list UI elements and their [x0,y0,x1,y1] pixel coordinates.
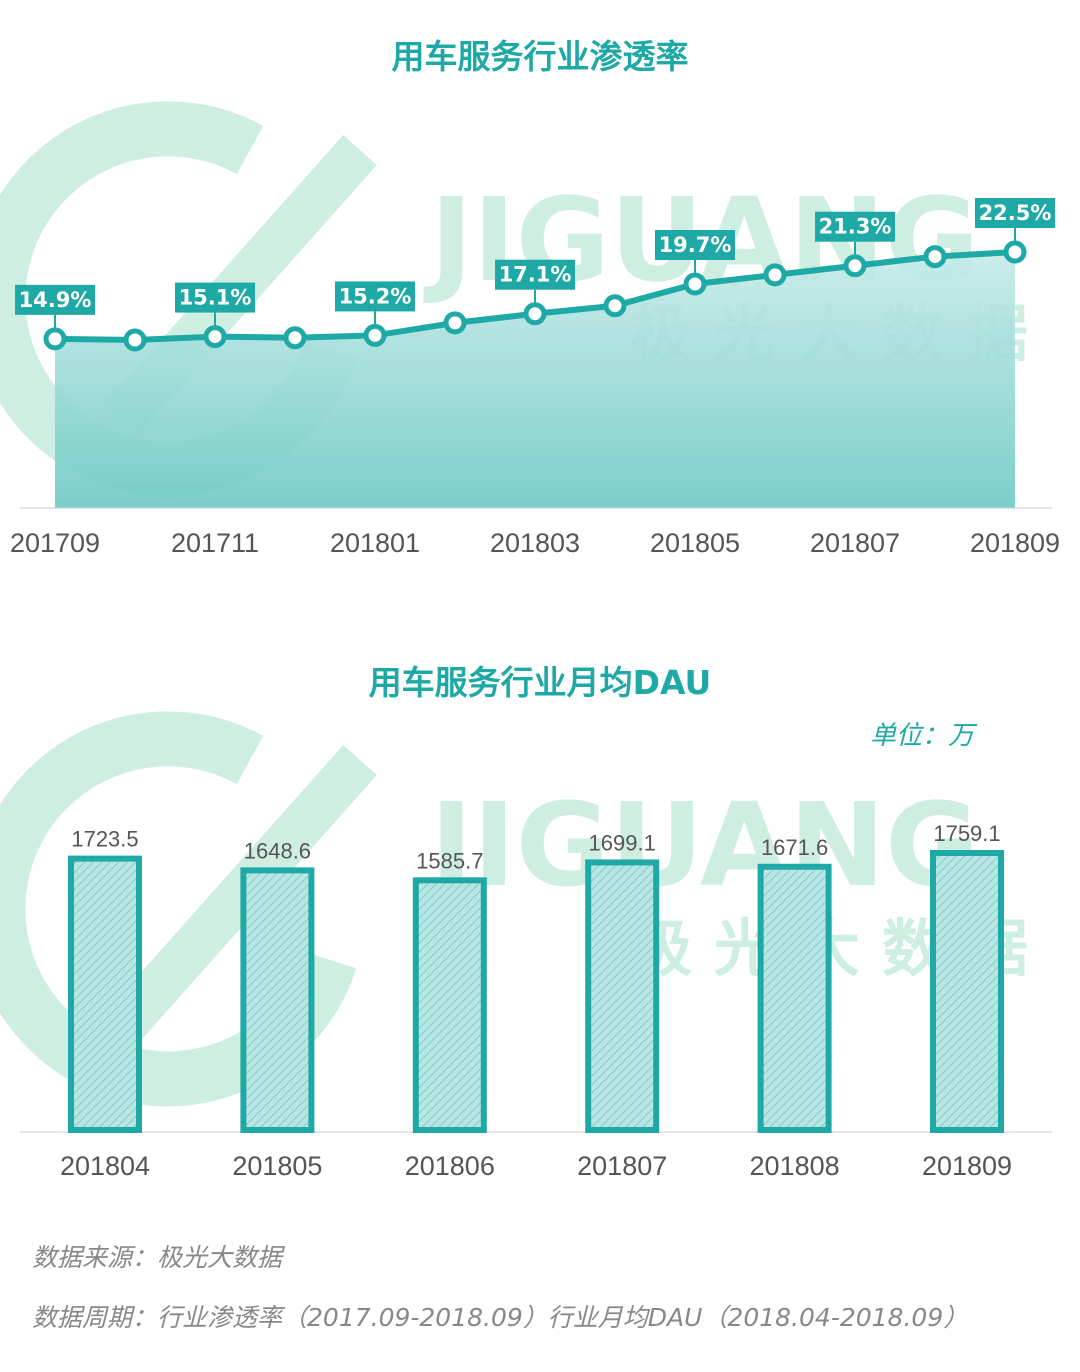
svg-text:21.3%: 21.3% [819,215,892,239]
svg-text:15.2%: 15.2% [339,284,412,308]
data-point-201710 [123,328,147,352]
bar-201804 [68,855,142,1133]
data-label-201803: 17.1% [495,259,575,304]
x-tick-201806: 201806 [405,1151,495,1181]
x-tick-201805: 201805 [650,528,740,558]
x-tick-201804: 201804 [60,1151,150,1181]
data-label-201709: 14.9% [15,284,95,329]
data-point-201807 [843,254,867,278]
value-label-201807: 1699.1 [589,830,656,855]
data-label-201805: 19.7% [655,230,735,274]
x-tick-201711: 201711 [171,528,259,558]
bar-201809 [930,850,1004,1133]
svg-text:22.5%: 22.5% [979,201,1052,225]
data-point-201804 [603,294,627,318]
x-tick-201808: 201808 [750,1151,840,1181]
x-tick-201709: 201709 [10,528,100,558]
data-point-201808 [923,245,947,269]
svg-text:14.9%: 14.9% [19,288,92,312]
area-fill [55,252,1015,508]
x-tick-201803: 201803 [490,528,580,558]
value-label-201804: 1723.5 [71,827,138,852]
x-tick-201801: 201801 [330,528,420,558]
data-label-201807: 21.3% [815,211,895,256]
data-label-201801: 15.2% [335,281,415,326]
watermark-brand: JIGUANG [423,779,979,913]
data-point-201803 [523,302,547,326]
svg-text:17.1%: 17.1% [499,263,572,287]
data-label-201711: 15.1% [175,282,255,327]
svg-text:15.1%: 15.1% [179,286,252,310]
svg-text:19.7%: 19.7% [659,233,732,257]
x-tick-201809: 201809 [970,528,1060,558]
data-point-201712 [283,326,307,350]
x-tick-201809: 201809 [922,1151,1012,1181]
dau-bar-chart: JIGUANG 极光大数据 1723.5 1648.6 1585.7 1699.1 16… [0,711,1052,1181]
value-label-201808: 1671.6 [761,835,828,860]
data-point-201809 [1003,240,1027,264]
data-label-201809: 22.5% [975,198,1055,242]
value-label-201806: 1585.7 [416,848,483,873]
watermark-logo: JIGUANG 极光大数据 [0,711,1028,1107]
x-tick-201805: 201805 [232,1151,322,1181]
data-period-note: 数据周期：行业渗透率（2017.09-2018.09）行业月均DAU（2018.… [32,1303,969,1332]
value-label-201809: 1759.1 [933,821,1000,846]
value-label-201805: 1648.6 [244,838,311,863]
data-point-201802 [443,311,467,335]
x-tick-201807: 201807 [577,1151,667,1181]
bar-201805 [240,867,315,1133]
x-tick-201807: 201807 [810,528,900,558]
bar-201807 [585,859,660,1134]
chart2-title: 用车服务行业月均DAU [368,663,712,702]
data-point-201801 [363,323,387,347]
data-point-201805 [683,272,707,296]
bar-201808 [757,863,832,1133]
bar-201806 [412,877,487,1133]
penetration-rate-chart: JIGUANG 极光大数据 14.9%15.1%15.2%17.1%19.7%2… [0,101,1060,558]
data-point-201711 [203,325,227,349]
data-point-201709 [43,327,67,351]
chart1-title: 用车服务行业渗透率 [391,37,689,76]
data-point-201806 [763,263,787,287]
data-source-note: 数据来源：极光大数据 [32,1243,283,1272]
unit-label: 单位：万 [870,721,975,751]
